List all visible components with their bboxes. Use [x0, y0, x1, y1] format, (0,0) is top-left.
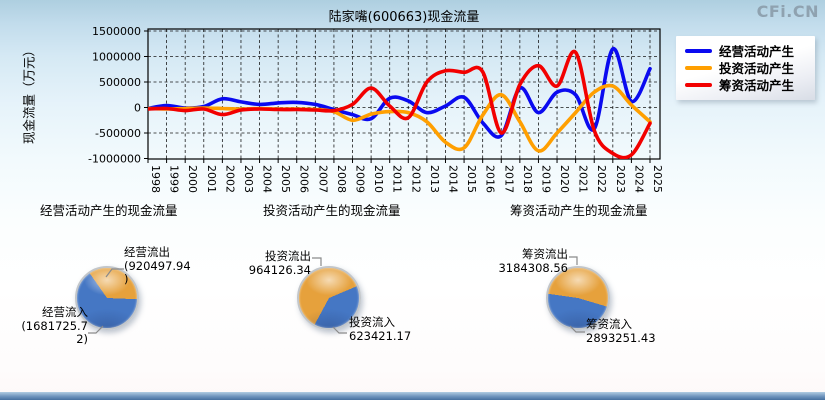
x-tick-label: 1998: [149, 165, 162, 193]
x-tick-label: 2012: [409, 165, 422, 193]
y-tick-label: 1000000: [92, 51, 141, 64]
pie-section-title: 经营活动产生的现金流量: [40, 203, 178, 218]
pie-label: 投资流入 623421.17: [349, 315, 412, 343]
series-line-operating: [148, 47, 652, 139]
x-tick-label: 2000: [186, 165, 199, 193]
legend-item-label: 投资活动产生: [719, 61, 795, 76]
y-tick-label: 500000: [99, 76, 141, 89]
pie-connector: [312, 257, 322, 266]
x-tick-label: 2005: [279, 165, 292, 193]
x-tick-label: 2003: [242, 165, 255, 193]
legend-item-label: 筹资活动产生: [719, 78, 795, 93]
pie-label: 筹资流出 3184308.56: [498, 247, 568, 275]
legend-line-swatch: [685, 65, 712, 70]
plot-frame: [147, 28, 661, 160]
pie-section-title: 投资活动产生的现金流量: [263, 203, 401, 218]
x-tick-label: 2010: [372, 165, 385, 193]
x-tick-label: 2006: [298, 165, 311, 193]
x-tick-label: 2004: [261, 165, 274, 193]
x-tick-label: 1999: [168, 165, 181, 193]
legend-line-swatch: [685, 48, 712, 53]
legend-line-swatch: [685, 82, 712, 87]
x-tick-label: 2001: [205, 165, 218, 193]
legend-item: 筹资活动产生: [685, 76, 807, 93]
bottom-bar: [0, 392, 825, 400]
x-tick-label: 2018: [521, 165, 534, 193]
x-tick-label: 2021: [577, 165, 590, 193]
y-tick-label: -500000: [95, 127, 141, 140]
x-tick-label: 2019: [539, 165, 552, 193]
line-chart: 1500000 1000000 500000 0 -500000 -1000000 1998…: [88, 25, 664, 193]
x-tick-label: 2014: [446, 165, 459, 193]
pie-connector: [569, 256, 578, 265]
x-tick-label: 2009: [354, 165, 367, 193]
x-tick-label: 2008: [335, 165, 348, 193]
y-tick-label: -1000000: [88, 153, 141, 166]
y-tick-label: 0: [134, 102, 141, 115]
legend-item-label: 经营活动产生: [719, 44, 795, 59]
x-tick-label: 2015: [465, 165, 478, 193]
y-tick-label: 1500000: [92, 25, 141, 38]
x-tick-label: 2011: [391, 165, 404, 193]
series-line-financing: [148, 49, 652, 159]
x-tick-label: 2024: [632, 165, 645, 193]
x-tick-label: 2022: [595, 165, 608, 193]
pie: [297, 266, 361, 330]
legend-item: 经营活动产生: [685, 42, 807, 59]
pie-label: 经营流入 (1681725.7 2): [21, 305, 88, 346]
x-tick-label: 2025: [651, 165, 664, 193]
pie-label: 筹资流入 2893251.43: [586, 317, 656, 345]
x-tick-label: 2013: [428, 165, 441, 193]
legend: 经营活动产生 投资活动产生 筹资活动产生: [676, 36, 815, 100]
x-tick-label: 2017: [502, 165, 515, 193]
x-tick-label: 2007: [316, 165, 329, 193]
x-tick-label: 2023: [614, 165, 627, 193]
pie-section-title: 筹资活动产生的现金流量: [510, 203, 648, 218]
chart-title: 陆家嘴(600663)现金流量: [328, 10, 480, 25]
legend-item: 投资活动产生: [685, 59, 807, 76]
x-tick-label: 2016: [484, 165, 497, 193]
pie-label: 经营流出 (920497.94 ): [124, 245, 191, 286]
series-line-investing: [148, 83, 652, 153]
pie: [546, 266, 610, 330]
pie-label: 投资流出 964126.34: [248, 249, 311, 277]
x-tick-label: 2002: [223, 165, 236, 193]
watermark-text: CFi.CN: [756, 2, 819, 21]
x-tick-label: 2020: [558, 165, 571, 193]
